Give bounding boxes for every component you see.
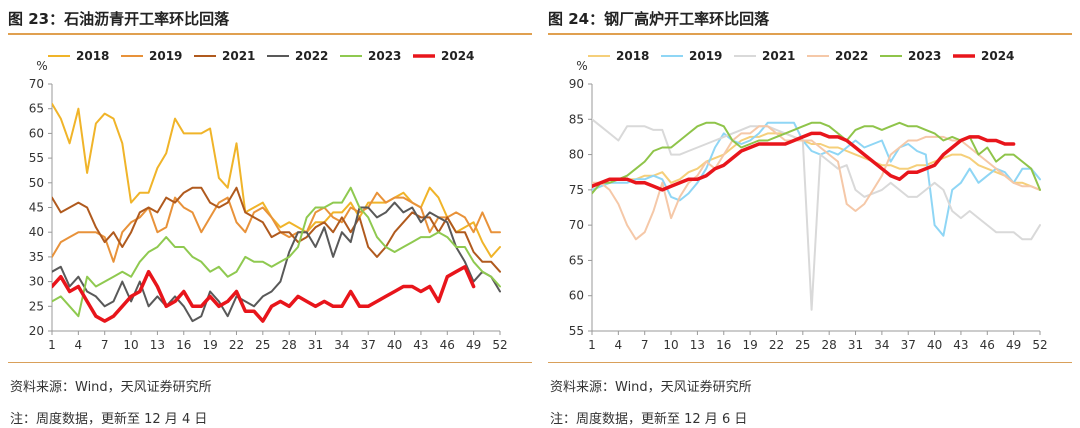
series-line-2018 <box>52 102 501 258</box>
note-text: 注：周度数据，更新至 12 月 6 日 <box>550 412 748 427</box>
asphalt-operating-rate-chart: 2018 2019 2021 2022 2023 2024% 20 25 30 35 40 45 50 5… <box>29 49 508 352</box>
x-tick-label: 16 <box>176 338 191 352</box>
legend-label-2018: 2018 <box>616 49 649 63</box>
title-rule <box>548 33 1072 35</box>
footer-rule <box>548 362 1072 363</box>
x-tick-label: 19 <box>742 338 757 352</box>
series-line-2022 <box>52 201 501 323</box>
x-tick-label: 34 <box>874 338 889 352</box>
legend: 2018 2019 2021 2022 2023 2024 <box>588 49 1014 63</box>
figure-23-panel: 图 23：石油沥青开工率环比回落 2018 2019 2021 2022 2023 202… <box>8 0 540 428</box>
x-tick-label: 49 <box>466 338 481 352</box>
note-text: 注：周度数据，更新至 12 月 4 日 <box>10 412 208 427</box>
x-tick-label: 46 <box>440 338 455 352</box>
x-tick-label: 31 <box>848 338 863 352</box>
y-axis-unit: % <box>576 59 587 73</box>
y-tick-label: 40 <box>29 225 44 239</box>
source-text: 资料来源：Wind，天风证券研究所 <box>550 380 752 395</box>
figure-title: 图 23：石油沥青开工率环比回落 <box>8 10 230 28</box>
series-line-2022 <box>592 125 1041 241</box>
x-tick-label: 28 <box>282 338 297 352</box>
figure-24-panel: 图 24：钢厂高炉开工率环比回落 2018 2019 2021 2022 2023 202… <box>548 0 1080 428</box>
legend-label-2019: 2019 <box>149 49 182 63</box>
x-tick-label: 40 <box>927 338 942 352</box>
series-line-2024 <box>592 131 1016 192</box>
legend-label-2023: 2023 <box>368 49 401 63</box>
x-tick-label: 52 <box>492 338 507 352</box>
y-tick-label: 20 <box>29 324 44 338</box>
y-tick-label: 60 <box>569 289 584 303</box>
x-tick-label: 43 <box>413 338 428 352</box>
y-tick-label: 45 <box>29 201 44 215</box>
legend-label-2021: 2021 <box>762 49 795 63</box>
legend-label-2018: 2018 <box>76 49 109 63</box>
y-tick-label: 55 <box>29 151 44 165</box>
y-tick-label: 55 <box>569 324 584 338</box>
x-tick-label: 1 <box>48 338 56 352</box>
y-tick-label: 70 <box>569 218 584 232</box>
x-tick-label: 37 <box>361 338 376 352</box>
blast-furnace-operating-rate-chart: 2018 2019 2021 2022 2023 2024% 55 60 65 70 75 80 85 9… <box>569 49 1048 352</box>
legend-label-2023: 2023 <box>908 49 941 63</box>
legend-label-2019: 2019 <box>689 49 722 63</box>
y-tick-label: 75 <box>569 183 584 197</box>
x-tick-label: 25 <box>255 338 270 352</box>
y-axis-unit: % <box>36 59 47 73</box>
legend-label-2021: 2021 <box>222 49 255 63</box>
series-line-2024 <box>52 265 476 323</box>
series-line-2021 <box>592 118 1041 311</box>
x-tick-label: 28 <box>822 338 837 352</box>
x-tick-label: 25 <box>795 338 810 352</box>
x-tick-label: 19 <box>202 338 217 352</box>
y-tick-label: 90 <box>569 77 584 91</box>
x-tick-label: 22 <box>229 338 244 352</box>
x-tick-label: 7 <box>101 338 109 352</box>
series-line-2023 <box>52 186 501 318</box>
legend-label-2024: 2024 <box>981 49 1014 63</box>
legend-label-2022: 2022 <box>295 49 328 63</box>
x-tick-label: 46 <box>980 338 995 352</box>
x-tick-label: 10 <box>663 338 678 352</box>
figure-title: 图 24：钢厂高炉开工率环比回落 <box>548 10 770 28</box>
x-tick-label: 37 <box>901 338 916 352</box>
x-tick-label: 13 <box>150 338 165 352</box>
x-tick-label: 1 <box>588 338 596 352</box>
y-tick-label: 85 <box>569 112 584 126</box>
x-tick-label: 43 <box>953 338 968 352</box>
y-tick-label: 60 <box>29 126 44 140</box>
x-tick-label: 4 <box>615 338 623 352</box>
x-tick-label: 7 <box>641 338 649 352</box>
y-tick-label: 70 <box>29 77 44 91</box>
x-tick-label: 10 <box>123 338 138 352</box>
y-tick-label: 30 <box>29 275 44 289</box>
y-tick-label: 35 <box>29 250 44 264</box>
x-tick-label: 49 <box>1006 338 1021 352</box>
y-tick-label: 50 <box>29 176 44 190</box>
x-tick-label: 40 <box>387 338 402 352</box>
series-line-2021 <box>52 186 501 273</box>
title-rule <box>8 33 532 35</box>
y-tick-label: 25 <box>29 299 44 313</box>
x-tick-label: 4 <box>75 338 83 352</box>
source-text: 资料来源：Wind，天风证券研究所 <box>10 380 212 395</box>
footer-rule <box>8 362 532 363</box>
y-tick-label: 80 <box>569 148 584 162</box>
series-line-2019 <box>52 191 501 263</box>
x-tick-label: 34 <box>334 338 349 352</box>
legend-label-2022: 2022 <box>835 49 868 63</box>
x-tick-label: 13 <box>690 338 705 352</box>
legend: 2018 2019 2021 2022 2023 2024 <box>48 49 474 63</box>
y-tick-label: 65 <box>569 253 584 267</box>
x-tick-label: 31 <box>308 338 323 352</box>
y-tick-label: 65 <box>29 102 44 116</box>
x-tick-label: 52 <box>1032 338 1047 352</box>
legend-label-2024: 2024 <box>441 49 474 63</box>
x-tick-label: 22 <box>769 338 784 352</box>
x-tick-label: 16 <box>716 338 731 352</box>
